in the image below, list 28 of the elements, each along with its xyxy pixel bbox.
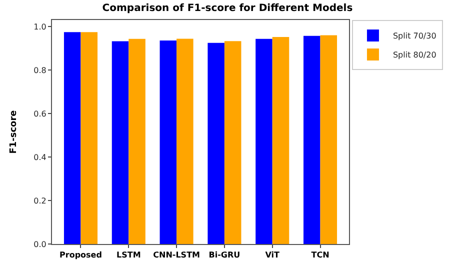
bar xyxy=(112,41,129,244)
y-tick-label: 1.0 xyxy=(34,22,46,32)
x-tick-label: LSTM xyxy=(116,250,141,260)
legend-label: Split 70/30 xyxy=(392,32,436,41)
x-tick-label: Proposed xyxy=(60,250,102,260)
y-tick-label: 0.8 xyxy=(34,66,46,75)
x-tick-label: ViT xyxy=(265,250,280,260)
y-tick-label: 0.0 xyxy=(34,240,46,249)
bar xyxy=(208,42,224,244)
y-tick-label: 0.6 xyxy=(34,109,46,118)
x-tick-label: CNN-LSTM xyxy=(153,250,200,260)
x-tick-label: TCN xyxy=(311,250,330,260)
legend-label: Split 80/20 xyxy=(392,50,436,60)
bar xyxy=(80,32,98,244)
x-tick-label: Bi-GRU xyxy=(208,250,240,260)
y-axis-title: F1-score xyxy=(9,110,20,154)
y-tick-label: 0.4 xyxy=(34,152,46,162)
bar xyxy=(64,32,81,244)
y-tick-label: 0.2 xyxy=(34,196,46,206)
bar xyxy=(128,38,146,244)
bar xyxy=(224,41,242,244)
bar xyxy=(272,36,290,244)
chart-title: Comparison of F1-score for Different Models xyxy=(102,3,353,14)
bar xyxy=(320,35,338,244)
bar xyxy=(256,38,272,244)
bar xyxy=(176,38,194,244)
bar xyxy=(160,40,177,244)
bar xyxy=(303,36,320,244)
